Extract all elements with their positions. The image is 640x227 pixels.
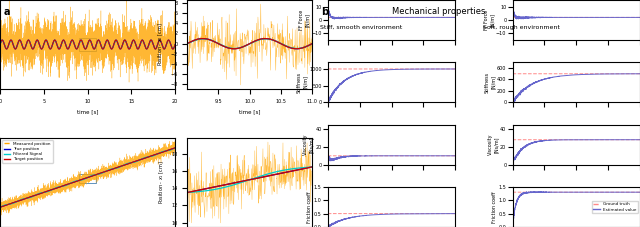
Text: b: b — [321, 7, 328, 17]
Text: Stiff, smooth environment: Stiff, smooth environment — [321, 25, 403, 30]
Bar — [79, 174, 96, 183]
Bar — [79, 38, 96, 51]
Legend: Ground truth, Estimated value: Ground truth, Estimated value — [591, 201, 638, 213]
X-axis label: time [s]: time [s] — [239, 109, 260, 114]
Y-axis label: FF Force
[N/m]: FF Force [N/m] — [484, 10, 495, 30]
Y-axis label: Stiffness
[N/m]: Stiffness [N/m] — [484, 72, 495, 93]
Y-axis label: FF Force
[N/m]: FF Force [N/m] — [299, 10, 310, 30]
Y-axis label: Stiffness
[N/m]: Stiffness [N/m] — [297, 72, 308, 93]
Y-axis label: Viscosity
[Ns/m]: Viscosity [Ns/m] — [488, 134, 499, 155]
Text: a: a — [3, 7, 10, 17]
Text: Mechanical properties: Mechanical properties — [392, 7, 485, 16]
Y-axis label: Friction coeff: Friction coeff — [307, 191, 312, 223]
Y-axis label: Position - $x_0$ [cm]: Position - $x_0$ [cm] — [156, 23, 164, 66]
Y-axis label: Viscosity
[Ns/m]: Viscosity [Ns/m] — [303, 134, 314, 155]
Y-axis label: Friction coeff: Friction coeff — [492, 191, 497, 223]
Y-axis label: Position - $x_1$ [cm]: Position - $x_1$ [cm] — [157, 161, 166, 204]
Legend: Measured position, True position, Filtered Signal, Target position: Measured position, True position, Filter… — [2, 140, 52, 163]
X-axis label: time [s]: time [s] — [77, 109, 99, 114]
Text: Soft, rough environment: Soft, rough environment — [483, 25, 560, 30]
